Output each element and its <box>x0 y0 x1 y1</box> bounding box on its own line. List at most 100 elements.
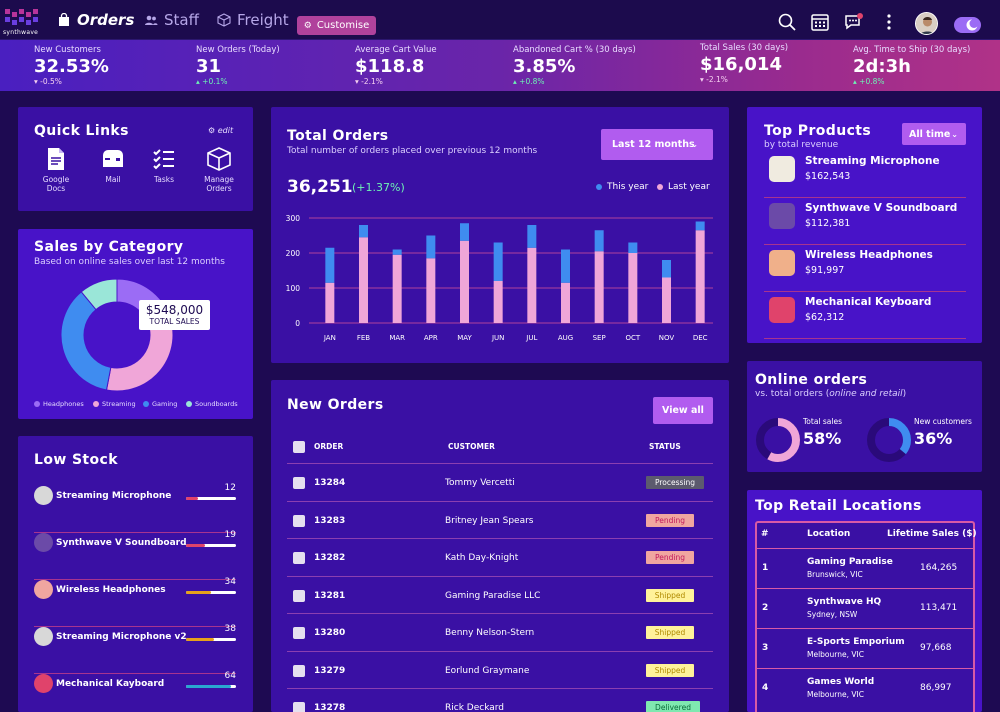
order-id[interactable]: 13281 <box>314 590 346 601</box>
low-stock-quantity: 64 <box>224 671 236 681</box>
quick-link-manage-orders[interactable]: Manage Orders <box>199 147 239 193</box>
nav-staff[interactable]: Staff <box>144 0 199 40</box>
arrow-down-icon: ▾ <box>34 77 41 86</box>
product-thumbnail-icon <box>34 580 53 599</box>
nav-orders[interactable]: Orders <box>57 0 134 40</box>
chat-notification-icon[interactable] <box>843 12 863 32</box>
stock-level-bar <box>186 638 236 641</box>
legend-gaming: Gaming <box>143 400 177 408</box>
nav-freight[interactable]: Freight <box>217 0 289 40</box>
order-row[interactable]: 13281 Gaming Paradise LLC Shipped <box>287 575 713 614</box>
x-tick-label: FEB <box>357 334 370 342</box>
top-product-row[interactable]: Streaming Microphone $162,543 <box>764 151 966 198</box>
task-list-icon <box>153 149 174 170</box>
edit-link[interactable]: ⚙ edit <box>208 126 233 135</box>
dark-mode-toggle[interactable] <box>954 17 981 33</box>
row-checkbox[interactable] <box>293 627 305 639</box>
synthwave-logo-icon[interactable] <box>3 3 39 39</box>
avatar-portrait-icon <box>916 13 937 34</box>
order-id[interactable]: 13282 <box>314 553 346 563</box>
order-id[interactable]: 13283 <box>314 515 346 526</box>
order-customer: Rick Deckard <box>445 703 505 712</box>
legend-dot <box>93 401 99 407</box>
nav-staff-label: Staff <box>164 11 199 29</box>
more-vertical-icon[interactable] <box>879 12 899 32</box>
order-status-badge: Delivered <box>646 701 700 712</box>
order-row[interactable]: 13282 Kath Day-Knight Pending <box>287 538 713 576</box>
order-id[interactable]: 13284 <box>314 478 346 488</box>
retail-location-row[interactable]: 2 Synthwave HQ Sydney, NSW 113,471 <box>757 588 973 628</box>
y-tick-label: 300 <box>286 214 301 223</box>
user-avatar[interactable] <box>915 12 938 35</box>
y-tick-label: 0 <box>295 319 300 328</box>
kpi-change-value: -2.1% <box>361 77 383 86</box>
order-customer: Britney Jean Spears <box>445 515 534 526</box>
low-stock-row[interactable]: Wireless Headphones 34 <box>34 577 236 627</box>
gear-icon: ⚙ <box>208 126 218 135</box>
kpi-value: 3.85% <box>513 56 576 77</box>
row-checkbox[interactable] <box>293 664 305 677</box>
row-checkbox[interactable] <box>293 552 305 564</box>
low-stock-product-name: Mechanical Kayboard <box>56 679 165 689</box>
gear-icon: ⚙ <box>303 20 312 31</box>
quick-link-google-docs[interactable]: Google Docs <box>36 147 76 193</box>
row-checkbox[interactable] <box>293 702 305 712</box>
top-product-row[interactable]: Synthwave V Soundboard $112,381 <box>764 198 966 245</box>
top-product-row[interactable]: Wireless Headphones $91,997 <box>764 245 966 292</box>
retail-location-row[interactable]: 1 Gaming Paradise Brunswick, VIC 164,265 <box>757 548 973 588</box>
legend-dot <box>657 184 663 190</box>
x-tick-label: NOV <box>659 334 675 342</box>
order-row[interactable]: 13283 Britney Jean Spears Pending <box>287 500 713 539</box>
kpi-change-value: -2.1% <box>706 75 728 84</box>
quick-link-label: Mail <box>105 175 121 184</box>
time-filter-dropdown[interactable]: All time ⌄ <box>902 123 966 145</box>
product-thumbnail-icon <box>34 533 53 552</box>
brand-name: synthwave <box>3 29 39 36</box>
order-row[interactable]: 13284 Tommy Vercetti Processing <box>287 463 713 501</box>
low-stock-quantity: 38 <box>224 624 236 634</box>
search-icon[interactable] <box>777 12 797 32</box>
order-customer: Gaming Paradise LLC <box>445 590 541 601</box>
shopping-bag-icon <box>59 13 69 26</box>
order-id[interactable]: 13280 <box>314 628 346 638</box>
bar-last-year-mar <box>392 254 402 323</box>
order-row[interactable]: 13278 Rick Deckard Delivered <box>287 688 713 712</box>
low-stock-row[interactable]: Streaming Microphone v2 38 <box>34 624 236 674</box>
view-all-button[interactable]: View all <box>653 397 713 424</box>
top-product-row[interactable]: Mechanical Keyboard $62,312 <box>764 292 966 339</box>
order-customer: Benny Nelson-Stern <box>445 628 535 638</box>
row-checkbox[interactable] <box>293 589 305 602</box>
kpi-change: ▾ -2.1% <box>700 75 788 84</box>
low-stock-row[interactable]: Synthwave V Soundboard 19 <box>34 530 236 580</box>
customise-button[interactable]: ⚙ Customise <box>297 16 376 35</box>
donut-slice-streaming <box>105 323 174 392</box>
order-id[interactable]: 13279 <box>314 665 346 676</box>
total-orders-subtitle: Total number of orders placed over previ… <box>287 146 538 156</box>
row-checkbox[interactable] <box>293 477 305 489</box>
row-checkbox[interactable] <box>293 514 305 527</box>
order-id[interactable]: 13278 <box>314 703 346 712</box>
legend-dot <box>143 401 149 407</box>
date-range-dropdown[interactable]: Last 12 months ⌄ <box>601 129 713 160</box>
retail-location-row[interactable]: 3 E-Sports Emporium Melbourne, VIC 97,668 <box>757 628 973 668</box>
ring-progress <box>867 418 911 462</box>
order-status-badge: Processing <box>646 476 704 489</box>
low-stock-row[interactable]: Streaming Microphone 12 <box>34 483 236 533</box>
bar-this-year-nov <box>662 260 671 278</box>
order-row[interactable]: 13279 Eorlund Graymane Shipped <box>287 650 713 689</box>
quick-link-mail[interactable]: Mail <box>93 147 133 184</box>
retail-location-row[interactable]: 4 Games World Melbourne, VIC 86,997 <box>757 668 973 708</box>
order-customer: Eorlund Graymane <box>445 665 530 676</box>
new-orders-title: New Orders <box>287 397 384 413</box>
calendar-icon[interactable] <box>810 12 830 32</box>
col-header-lifetime-sales: Lifetime Sales ($) <box>887 529 977 539</box>
select-all-checkbox[interactable] <box>293 441 305 453</box>
low-stock-row[interactable]: Mechanical Kayboard 64 <box>34 671 236 712</box>
order-status-badge: Pending <box>646 551 694 564</box>
kpi-change: ▴ +0.1% <box>196 77 280 86</box>
total-orders-bar-chart: 0 100 200 300 JAN FEB MAR APR MAY JUN JUL AUG SEP OCT… <box>286 214 713 342</box>
quick-link-tasks[interactable]: Tasks <box>144 147 184 184</box>
order-row[interactable]: 13280 Benny Nelson-Stern Shipped <box>287 613 713 651</box>
stock-level-bar <box>186 497 236 500</box>
order-status-badge: Shipped <box>646 626 694 639</box>
